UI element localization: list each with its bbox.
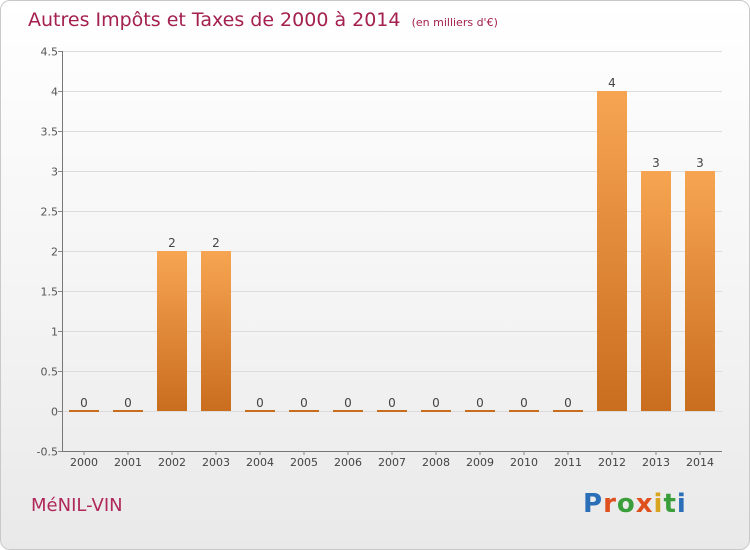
x-tick-label: 2012 <box>598 456 626 469</box>
bar[interactable] <box>377 410 407 412</box>
y-tick-label: 3 <box>51 166 58 179</box>
bar-value-label: 3 <box>652 156 660 170</box>
bar-value-label: 2 <box>168 236 176 250</box>
bar[interactable] <box>333 410 363 412</box>
y-tick-label: 0.5 <box>41 366 59 379</box>
y-tick-label: 3.5 <box>41 126 59 139</box>
bar[interactable] <box>69 410 99 412</box>
x-tick-label: 2006 <box>334 456 362 469</box>
x-tick-label: 2008 <box>422 456 450 469</box>
bar-value-label: 0 <box>476 396 484 410</box>
bar[interactable] <box>289 410 319 412</box>
x-tick-label: 2004 <box>246 456 274 469</box>
y-tick-label: 2 <box>51 246 58 259</box>
brand-letter: i <box>653 489 664 519</box>
x-tick-label: 2002 <box>158 456 186 469</box>
brand-letter: o <box>616 489 636 519</box>
x-tick-label: 2005 <box>290 456 318 469</box>
bar-value-label: 0 <box>300 396 308 410</box>
x-tick-label: 2011 <box>554 456 582 469</box>
y-tick-label: 1 <box>51 326 58 339</box>
bar-value-label: 3 <box>696 156 704 170</box>
bar-value-label: 2 <box>212 236 220 250</box>
bar-value-label: 0 <box>256 396 264 410</box>
bar[interactable] <box>201 251 231 411</box>
brand-letter: P <box>583 489 604 519</box>
x-tick-label: 2003 <box>202 456 230 469</box>
x-tick-label: 2013 <box>642 456 670 469</box>
bar[interactable] <box>245 410 275 412</box>
y-tick-label: 4.5 <box>41 46 59 59</box>
chart-header: Autres Impôts et Taxes de 2000 à 2014 (e… <box>28 9 498 31</box>
x-tick-label: 2009 <box>466 456 494 469</box>
chart-title: Autres Impôts et Taxes de 2000 à 2014 <box>28 9 401 31</box>
bar[interactable] <box>509 410 539 412</box>
x-tick-label: 2014 <box>686 456 714 469</box>
x-tick-label: 2000 <box>70 456 98 469</box>
bar-value-label: 0 <box>432 396 440 410</box>
x-tick-label: 2010 <box>510 456 538 469</box>
bar[interactable] <box>641 171 671 411</box>
x-tick-label: 2001 <box>114 456 142 469</box>
y-tick-label: 1.5 <box>41 286 59 299</box>
brand-logo[interactable]: Proxiti <box>583 489 687 519</box>
bar[interactable] <box>157 251 187 411</box>
data-labels: 0 0 2 2 0 0 0 0 0 0 0 0 4 3 3 <box>80 76 704 410</box>
bar-value-label: 0 <box>388 396 396 410</box>
bar[interactable] <box>421 410 451 412</box>
y-tick-label: 4 <box>51 86 58 99</box>
brand-letter: x <box>635 489 654 519</box>
bars <box>69 91 715 412</box>
commune-name: MéNIL-VIN <box>31 495 123 516</box>
brand-letter: i <box>676 489 687 519</box>
y-tick-label: 2.5 <box>41 206 59 219</box>
y-tick-label: -0.5 <box>37 446 58 459</box>
bar[interactable] <box>553 410 583 412</box>
bar[interactable] <box>597 91 627 411</box>
brand-letter: t <box>663 489 677 519</box>
y-tick-label: 0 <box>51 406 58 419</box>
bar-value-label: 0 <box>520 396 528 410</box>
chart-subtitle: (en milliers d'€) <box>411 16 498 29</box>
bar-value-label: 0 <box>80 396 88 410</box>
bar[interactable] <box>685 171 715 411</box>
brand-letter: r <box>603 489 617 519</box>
x-tick-label: 2007 <box>378 456 406 469</box>
bar[interactable] <box>465 410 495 412</box>
bar[interactable] <box>113 410 143 412</box>
bar-value-label: 0 <box>564 396 572 410</box>
bar-value-label: 0 <box>124 396 132 410</box>
bar-value-label: 0 <box>344 396 352 410</box>
bar-value-label: 4 <box>608 76 616 90</box>
